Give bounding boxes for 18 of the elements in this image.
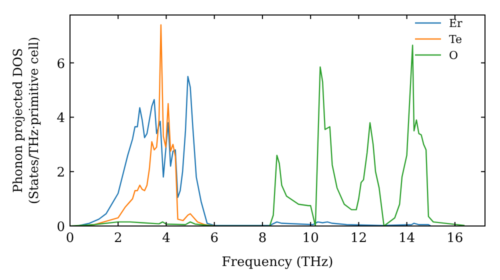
x-axis-title: Frequency (THz) (222, 255, 334, 270)
y-tick-label: 2 (56, 166, 65, 181)
legend-label: Er (449, 17, 464, 30)
x-tick-label: 16 (446, 231, 464, 246)
x-tick-label: 12 (350, 231, 367, 246)
x-tick-label: 4 (162, 231, 170, 246)
x-tick-label: 6 (210, 231, 218, 246)
x-tick-label: 10 (302, 231, 319, 246)
legend-label: O (449, 49, 458, 62)
x-tick-label: 14 (398, 231, 416, 246)
y-tick-label: 0 (56, 220, 65, 235)
x-tick-label: 2 (114, 231, 122, 246)
x-tick-label: 8 (258, 231, 267, 246)
y-axis-title: Phonon projected DOS (States/THz·primitive cell) (10, 36, 41, 204)
line-series (70, 44, 466, 226)
legend-label: Te (449, 33, 462, 46)
y-tick-label: 6 (56, 56, 65, 72)
y-tick-label: 4 (56, 111, 65, 126)
